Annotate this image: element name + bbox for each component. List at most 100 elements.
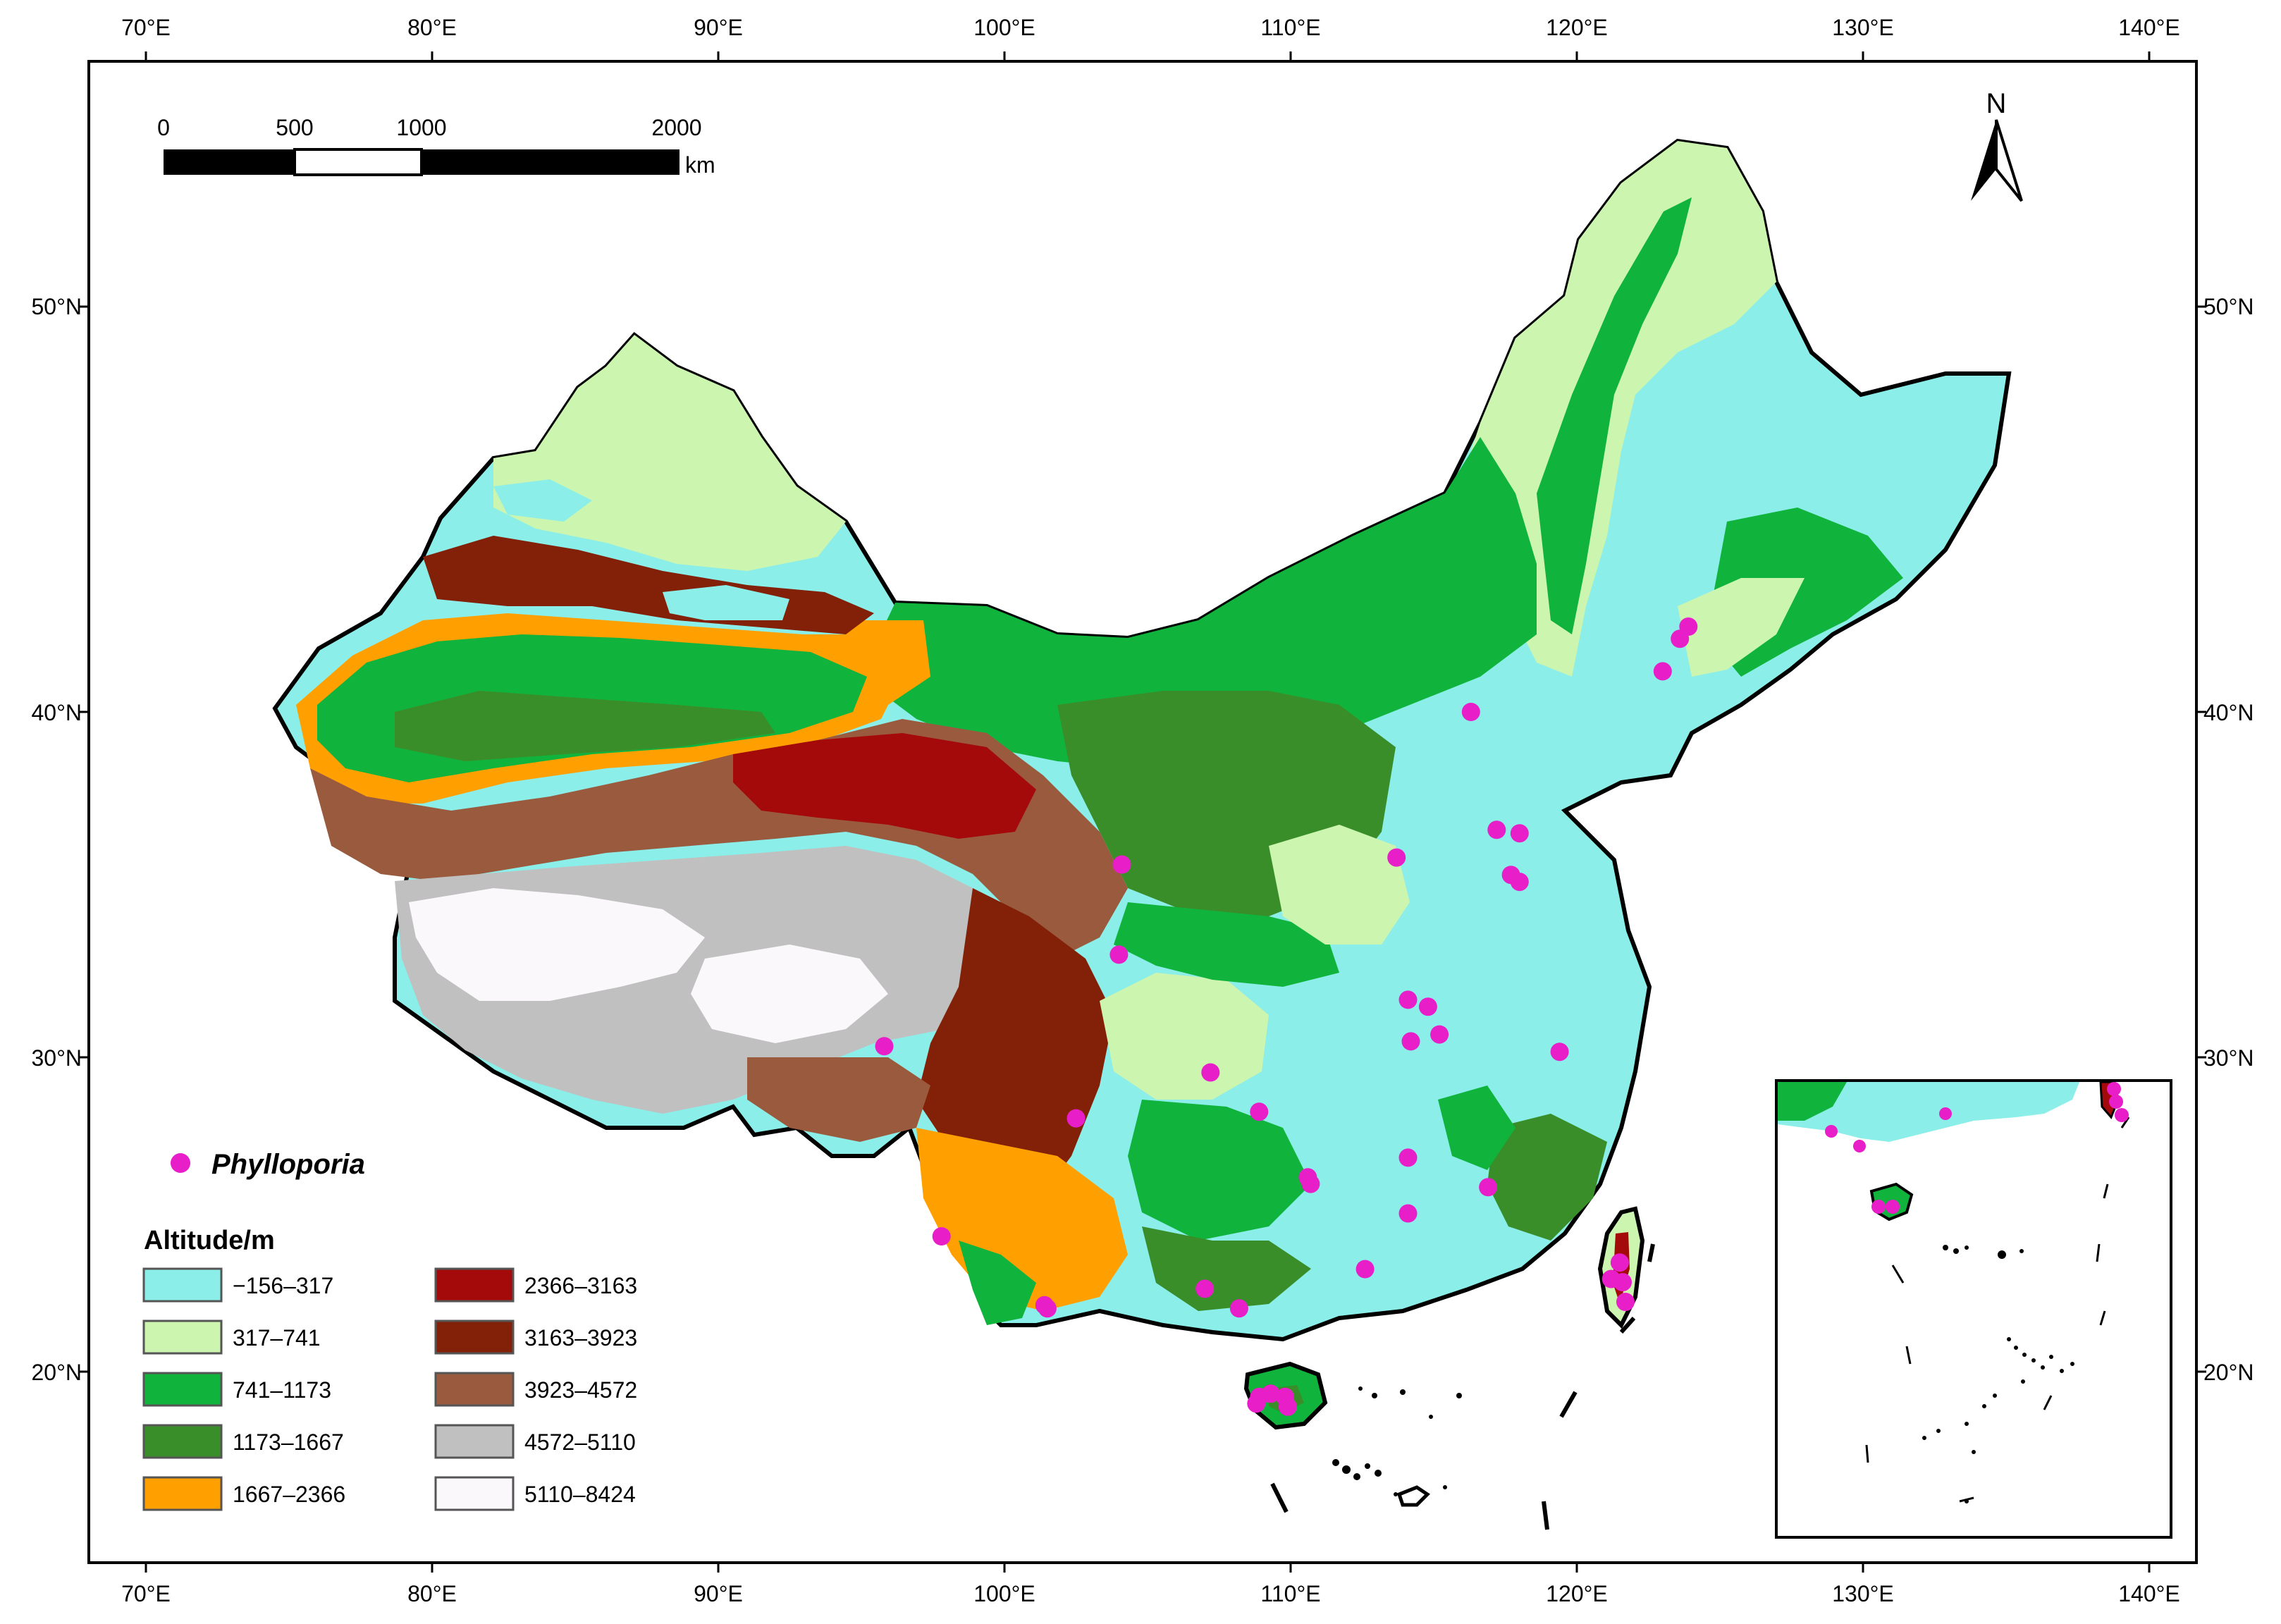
south-china-sea-inset — [1775, 1079, 2172, 1539]
china-landmass — [272, 138, 2012, 1342]
lon-label-top: 70°E — [121, 15, 171, 40]
lon-label-bottom: 130°E — [1832, 1581, 1894, 1606]
lon-label-bottom: 100°E — [973, 1581, 1035, 1606]
lon-label-top: 90°E — [694, 15, 743, 40]
occurrence-point — [1250, 1102, 1269, 1121]
lon-label-top: 130°E — [1832, 15, 1894, 40]
nine-dash-line — [1270, 1243, 1655, 1530]
occurrence-point — [1510, 824, 1529, 843]
qinling-mountains — [1114, 902, 1339, 987]
occurrence-point — [1550, 1042, 1569, 1062]
lat-label-right: 40°N — [2203, 700, 2254, 725]
occurrence-point — [1387, 848, 1406, 867]
lon-label-bottom: 70°E — [121, 1581, 171, 1606]
yunnan-green — [959, 1241, 1036, 1325]
occurrence-point — [1301, 1174, 1320, 1193]
occurrence-point — [875, 1037, 894, 1056]
altitude-class-label: −156–317 — [233, 1273, 333, 1298]
occurrence-point — [1653, 662, 1672, 681]
lat-label-right: 50°N — [2203, 294, 2254, 319]
occurrence-points — [875, 617, 1698, 1416]
occurrence-point — [1487, 820, 1506, 839]
occurrence-point — [1418, 997, 1437, 1016]
inset-points — [1825, 1082, 2129, 1214]
altitude-class-label: 1667–2366 — [233, 1482, 345, 1507]
liaoning-hills — [1678, 578, 1804, 677]
scale-bar: 0 500 1000 2000 km — [157, 115, 715, 178]
occurrence-point — [1461, 703, 1480, 721]
central-hills — [1269, 825, 1410, 945]
sichuan-basin — [1100, 973, 1269, 1100]
latitude-labels-right: 50°N 40°N 30°N 20°N — [2203, 294, 2254, 1385]
legend: Phylloporia Altitude/m −156–317 317–741 74… — [142, 1149, 637, 1511]
occurrence-point — [932, 1227, 951, 1245]
occurrence-point — [1229, 1299, 1248, 1318]
altitude-class-label: 5110–8424 — [524, 1482, 636, 1507]
altitude-swatch — [142, 1476, 223, 1511]
lat-label-left: 30°N — [32, 1045, 82, 1071]
species-label: Phylloporia — [211, 1149, 365, 1180]
altitude-swatch — [434, 1320, 515, 1355]
greater-khingan — [1537, 197, 1692, 634]
north-arrow-icon — [1971, 120, 1996, 201]
inset-coast-green — [1778, 1082, 1847, 1121]
altitude-class-label: 3163–3923 — [524, 1325, 637, 1351]
altitude-swatch — [434, 1424, 515, 1459]
lon-label-top: 120°E — [1546, 15, 1608, 40]
lat-label-left: 50°N — [32, 294, 82, 319]
occurrence-point — [1610, 1253, 1629, 1272]
lon-label-bottom: 110°E — [1260, 1581, 1320, 1606]
altitude-class-label: 741–1173 — [233, 1377, 331, 1403]
occurrence-point — [1278, 1397, 1297, 1416]
north-arrow-half — [1995, 119, 2023, 202]
altitude-swatch — [142, 1320, 223, 1355]
altitude-legend-title: Altitude/m — [144, 1226, 275, 1255]
longitude-labels-top: 70°E 80°E 90°E 100°E 110°E 120°E 130°E 1… — [121, 15, 2180, 40]
altitude-class-label: 317–741 — [233, 1325, 321, 1351]
junggar-basin — [493, 335, 846, 571]
occurrence-point — [1398, 1204, 1418, 1223]
guizhou-plateau — [1128, 1100, 1311, 1241]
altitude-swatch — [434, 1372, 515, 1407]
occurrence-point — [1355, 1260, 1375, 1279]
inset-dash-line — [1865, 1116, 2130, 1503]
occurrence-point — [1479, 1178, 1498, 1197]
inset-islands — [1922, 1245, 2074, 1503]
scarborough-island — [1396, 1485, 1430, 1507]
scale-tick-label: 2000 — [651, 115, 701, 140]
occurrence-point — [1616, 1293, 1635, 1311]
qaidam-basin — [733, 733, 1036, 839]
lon-label-bottom: 140°E — [2118, 1581, 2180, 1606]
turpan-low — [663, 585, 789, 620]
lon-label-bottom: 80°E — [407, 1581, 457, 1606]
junggar-low — [493, 479, 592, 522]
lat-label-right: 30°N — [2203, 1045, 2254, 1071]
lat-label-left: 40°N — [32, 700, 82, 725]
tibet-white — [409, 888, 705, 1001]
lat-label-left: 20°N — [32, 1360, 82, 1385]
scale-unit-label: km — [685, 152, 715, 178]
altitude-class-label: 3923–4572 — [524, 1377, 637, 1403]
occurrence-point — [1398, 990, 1418, 1009]
scale-tick-label: 500 — [276, 115, 313, 140]
altitude-swatch — [434, 1267, 515, 1303]
guangxi-hills — [1142, 1226, 1311, 1311]
occurrence-point — [1671, 629, 1690, 648]
latitude-labels-left: 50°N 40°N 30°N 20°N — [32, 294, 82, 1385]
inner-mongolia-plateau — [860, 437, 1537, 768]
lon-label-top: 100°E — [973, 15, 1035, 40]
occurrence-point — [1398, 1148, 1418, 1167]
scale-tick-label: 1000 — [396, 115, 446, 140]
longitude-labels-bottom: 70°E 80°E 90°E 100°E 110°E 120°E 130°E 1… — [121, 1581, 2180, 1606]
north-arrow-label: N — [1986, 88, 2007, 119]
fujian-hills — [1487, 1114, 1607, 1241]
lon-label-top: 110°E — [1260, 15, 1320, 40]
altitude-swatch — [142, 1372, 223, 1407]
altitude-swatch — [142, 1267, 223, 1303]
lon-label-bottom: 120°E — [1546, 1581, 1608, 1606]
northeast-hills — [1452, 141, 1776, 677]
occurrence-point — [1261, 1384, 1280, 1403]
tibet-south-brown — [747, 1057, 930, 1142]
tarim-inner — [395, 691, 775, 761]
altitude-class-label: 4572–5110 — [524, 1429, 636, 1455]
